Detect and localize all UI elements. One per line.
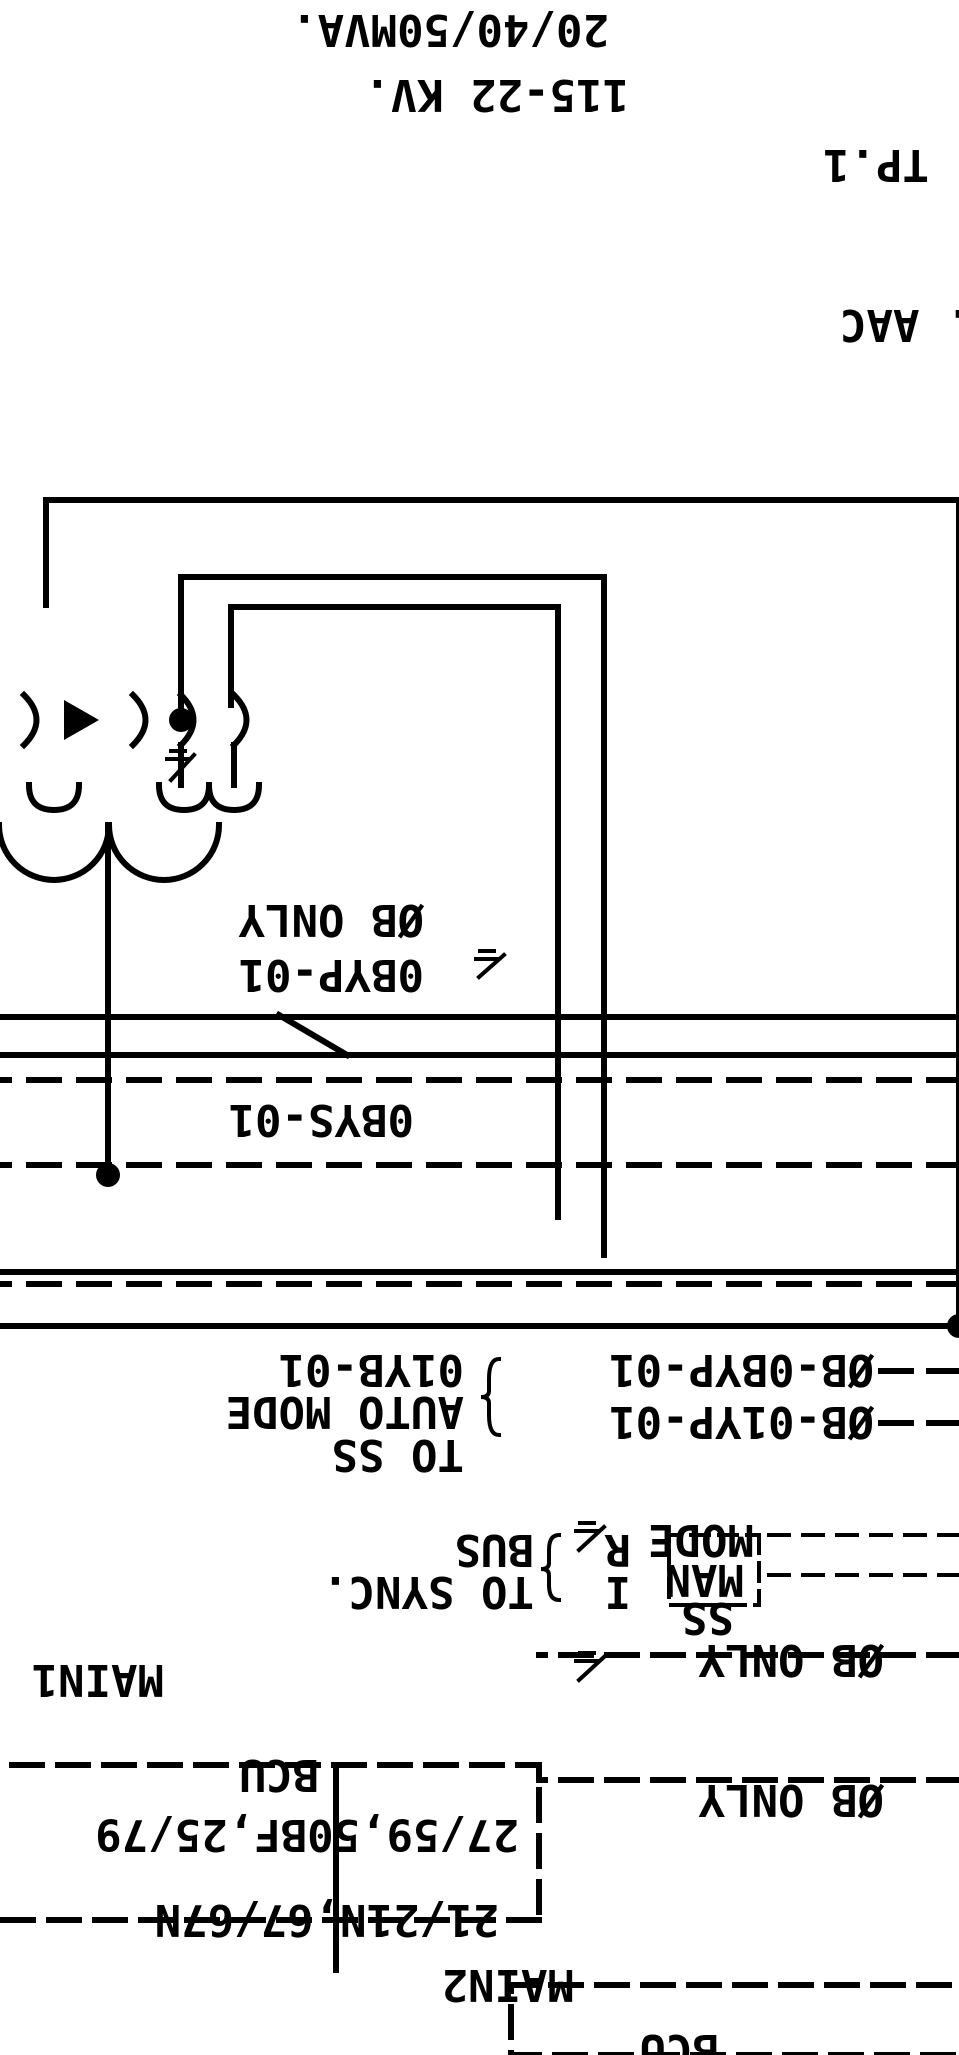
manual-mode-box [667, 1533, 959, 1607]
auto-target-3-label: TO SS [332, 1429, 464, 1480]
transformer-winding-left [105, 821, 223, 883]
bypass-meter-label: 0BYP-01 [239, 949, 424, 1000]
main1-title: MAIN1 [32, 1654, 164, 1705]
main1-functions-2: 21/21N,67/67N [155, 1894, 499, 1945]
secondary-winding-2 [205, 781, 263, 814]
manual-mode-brace [540, 1532, 562, 1603]
outer-loop-wire [43, 497, 959, 1329]
ct-bracket-4 [19, 690, 40, 750]
junction-dot-ct [169, 708, 193, 732]
main1-phase-note: ØB ONLY [698, 1634, 885, 1685]
ct-bracket-2 [176, 690, 197, 750]
rating-label: 20/40/50MVA. [291, 4, 609, 55]
main2-title: MAIN2 [442, 1959, 574, 2010]
ct-bracket-3 [128, 690, 149, 750]
manual-ss-label: SS [681, 1592, 734, 1643]
main2-bcu-label: BCU [640, 2024, 719, 2055]
auto-mode-brace [480, 1356, 502, 1438]
main1-bcu-box [0, 1762, 542, 1923]
manual-i-tag: I [605, 1566, 632, 1617]
diagram-labels: 20/40/50MVA. 115-22 KV. TP.1 m. AAC 0BYP… [32, 4, 959, 2055]
ct-direction-triangle [64, 700, 99, 740]
transformer-winding-right [0, 821, 113, 883]
junction-dot-transformer [96, 1163, 120, 1187]
manual-sync-label: TO SYNC. [322, 1566, 534, 1617]
manual-r-tag: R [604, 1524, 631, 1575]
middle-loop-wire [178, 574, 607, 1258]
auto-target-1-label: 01YB-01 [279, 1344, 464, 1395]
junction-dot-bus [947, 1314, 959, 1338]
manual-man-label: MAN [665, 1554, 744, 1605]
auto-link-1-label: ØB-0BYP-01 [609, 1344, 875, 1395]
earth-symbol-1 [165, 749, 197, 783]
bypass-only-label: ØB ONLY [238, 894, 425, 945]
secondary-winding-1 [155, 781, 213, 814]
auto-target-2-label: AUTO MODE [226, 1386, 464, 1437]
main1-functions-1: 27/59,50BF,25/79 [95, 1809, 519, 1860]
secondary-winding-3 [25, 781, 83, 814]
main1-bcu-label: BCU [240, 1749, 319, 1800]
junction-dots [64, 700, 959, 1338]
ct-bracket-1 [229, 690, 250, 750]
earth-symbol-2 [474, 949, 507, 980]
auto-mode-links [876, 1368, 959, 1426]
sync-meter-label: 0BYS-01 [229, 1094, 414, 1145]
manual-mode-label: MODE [648, 1514, 754, 1565]
transformer-id-label: TP.1 [823, 139, 929, 190]
manual-bus-label: BUS [455, 1524, 534, 1575]
voltage-label: 115-22 KV. [364, 69, 629, 120]
auto-link-2-label: ØB-01YP-01 [609, 1396, 875, 1447]
wiring-linework [0, 497, 959, 2055]
earth-symbol-4 [574, 1521, 607, 1553]
main2-phase-note: ØB ONLY [698, 1774, 885, 1825]
inner-loop-wire [228, 604, 561, 1220]
cooling-label: m. AAC [840, 299, 959, 350]
main2-bcu-box [508, 1982, 959, 2055]
switch-blade [274, 1010, 352, 1060]
